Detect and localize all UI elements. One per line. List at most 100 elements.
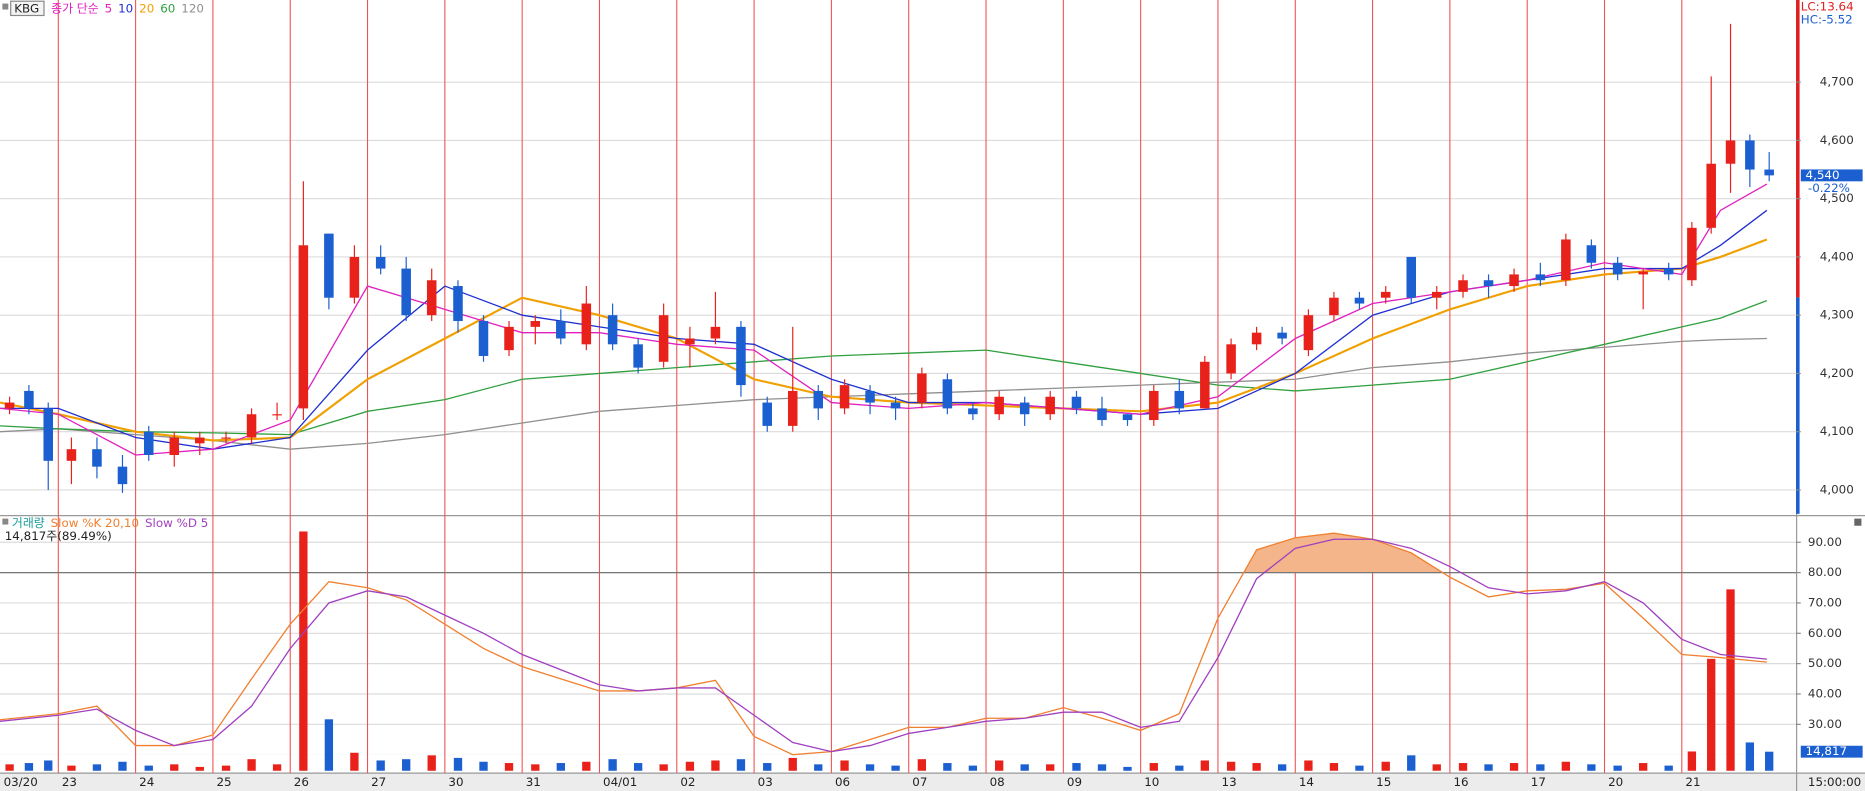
legend-icon: [2, 518, 9, 525]
volume-bar: [299, 531, 308, 771]
ma-line: [0, 183, 1768, 456]
volume-bar: [814, 764, 823, 771]
candle-body: [1174, 390, 1185, 409]
candle-body: [478, 321, 489, 356]
candle-body: [117, 466, 128, 485]
x-tick-label: 27: [371, 775, 386, 789]
stoch-line: [0, 532, 1767, 756]
candle-body: [1535, 274, 1546, 281]
candle-body: [1509, 274, 1519, 287]
y-tick-label: 4,500: [1820, 191, 1854, 205]
candle-body: [1303, 315, 1314, 351]
volume-bar: [865, 764, 875, 771]
x-tick-label: 20: [1608, 775, 1623, 789]
volume-bar: [1123, 766, 1132, 771]
volume-bar: [1561, 761, 1571, 771]
candle-body: [1745, 140, 1755, 170]
change-label: -0.22%: [1808, 181, 1850, 195]
candle-body: [736, 326, 746, 386]
candle-body: [1483, 280, 1494, 287]
candle-body: [1149, 390, 1159, 421]
volume-bar: [1639, 763, 1648, 771]
x-tick-label: 25: [216, 775, 231, 789]
last-volume-label: 14,817: [1806, 744, 1848, 758]
candle-body: [349, 256, 360, 298]
last-price-label: 4,540: [1806, 168, 1840, 182]
volume-bar: [1745, 742, 1755, 771]
candle-body: [942, 379, 953, 409]
volume-bar: [1613, 765, 1622, 771]
x-tick-label: 10: [1144, 775, 1159, 789]
candle-body: [43, 408, 53, 461]
candle-body: [221, 437, 231, 439]
x-tick-label: 04/01: [603, 775, 637, 789]
volume-bar: [840, 760, 849, 771]
candle-body: [453, 286, 463, 322]
panel-icon: [1854, 518, 1862, 526]
volume-bar: [504, 763, 514, 771]
volume-bar: [272, 764, 282, 771]
last-volume-box: [1800, 745, 1863, 758]
candle-body: [1586, 245, 1597, 263]
symbol-box: [10, 0, 45, 17]
volume-bar: [1707, 658, 1716, 771]
candle-body: [1122, 414, 1133, 421]
x-tick-label: 23: [62, 775, 77, 789]
volume-bar: [479, 761, 488, 771]
volume-bar: [324, 719, 334, 771]
candle-body: [658, 315, 669, 362]
hc-label: HC:-5.52: [1801, 13, 1853, 27]
volume-bar: [1587, 764, 1596, 771]
volume-bar: [1458, 763, 1468, 771]
volume-bar: [376, 760, 385, 771]
x-tick-label: 17: [1531, 775, 1546, 789]
candle-body: [1706, 163, 1716, 228]
ma-line: [0, 300, 1768, 436]
candle-body: [994, 396, 1004, 415]
volume-bar: [917, 759, 927, 771]
x-tick-label: 02: [680, 775, 695, 789]
volume-bar: [659, 764, 668, 771]
legend-entry: 60: [160, 1, 175, 15]
ma-line: [0, 337, 1767, 450]
legend-entry: 20: [139, 1, 154, 15]
x-tick-label: 26: [294, 775, 309, 789]
volume-bar: [968, 765, 978, 771]
volume-bar: [582, 761, 591, 771]
stoch-line: [0, 538, 1767, 753]
candle-body: [1687, 227, 1697, 281]
candle-body: [1045, 396, 1055, 415]
volume-bar: [685, 761, 695, 771]
volume-bar: [402, 759, 411, 771]
volume-bar: [24, 763, 34, 771]
x-tick-label: 24: [139, 775, 154, 789]
x-tick-label: 03: [758, 775, 773, 789]
volume-bar: [1175, 765, 1184, 771]
candle-body: [1277, 332, 1287, 339]
volume-bar: [943, 763, 952, 771]
candle-body: [324, 233, 334, 298]
y-tick-label: 30.00: [1808, 717, 1842, 731]
candle-body: [1097, 408, 1107, 421]
volume-bar: [1226, 761, 1236, 771]
candle-body: [1725, 140, 1736, 164]
candle-body: [607, 315, 618, 345]
candle-body: [839, 385, 850, 409]
y-tick-label: 90.00: [1808, 535, 1842, 549]
y-tick-label: 4,200: [1820, 366, 1854, 380]
last-price-box: [1800, 169, 1863, 182]
volume-bar: [1304, 760, 1313, 771]
candle-body: [143, 431, 154, 456]
candle-body: [169, 437, 180, 456]
volume-bar: [350, 752, 359, 771]
candle-body: [504, 326, 514, 351]
volume-bar: [5, 764, 14, 771]
symbol: KBG: [14, 1, 39, 15]
candle-body: [1071, 396, 1082, 409]
x-tick-label: 16: [1453, 775, 1468, 789]
y-tick-label: 4,100: [1820, 424, 1854, 438]
volume-bar: [608, 759, 617, 771]
volume-bar: [711, 760, 720, 771]
volume-bar: [44, 760, 53, 771]
